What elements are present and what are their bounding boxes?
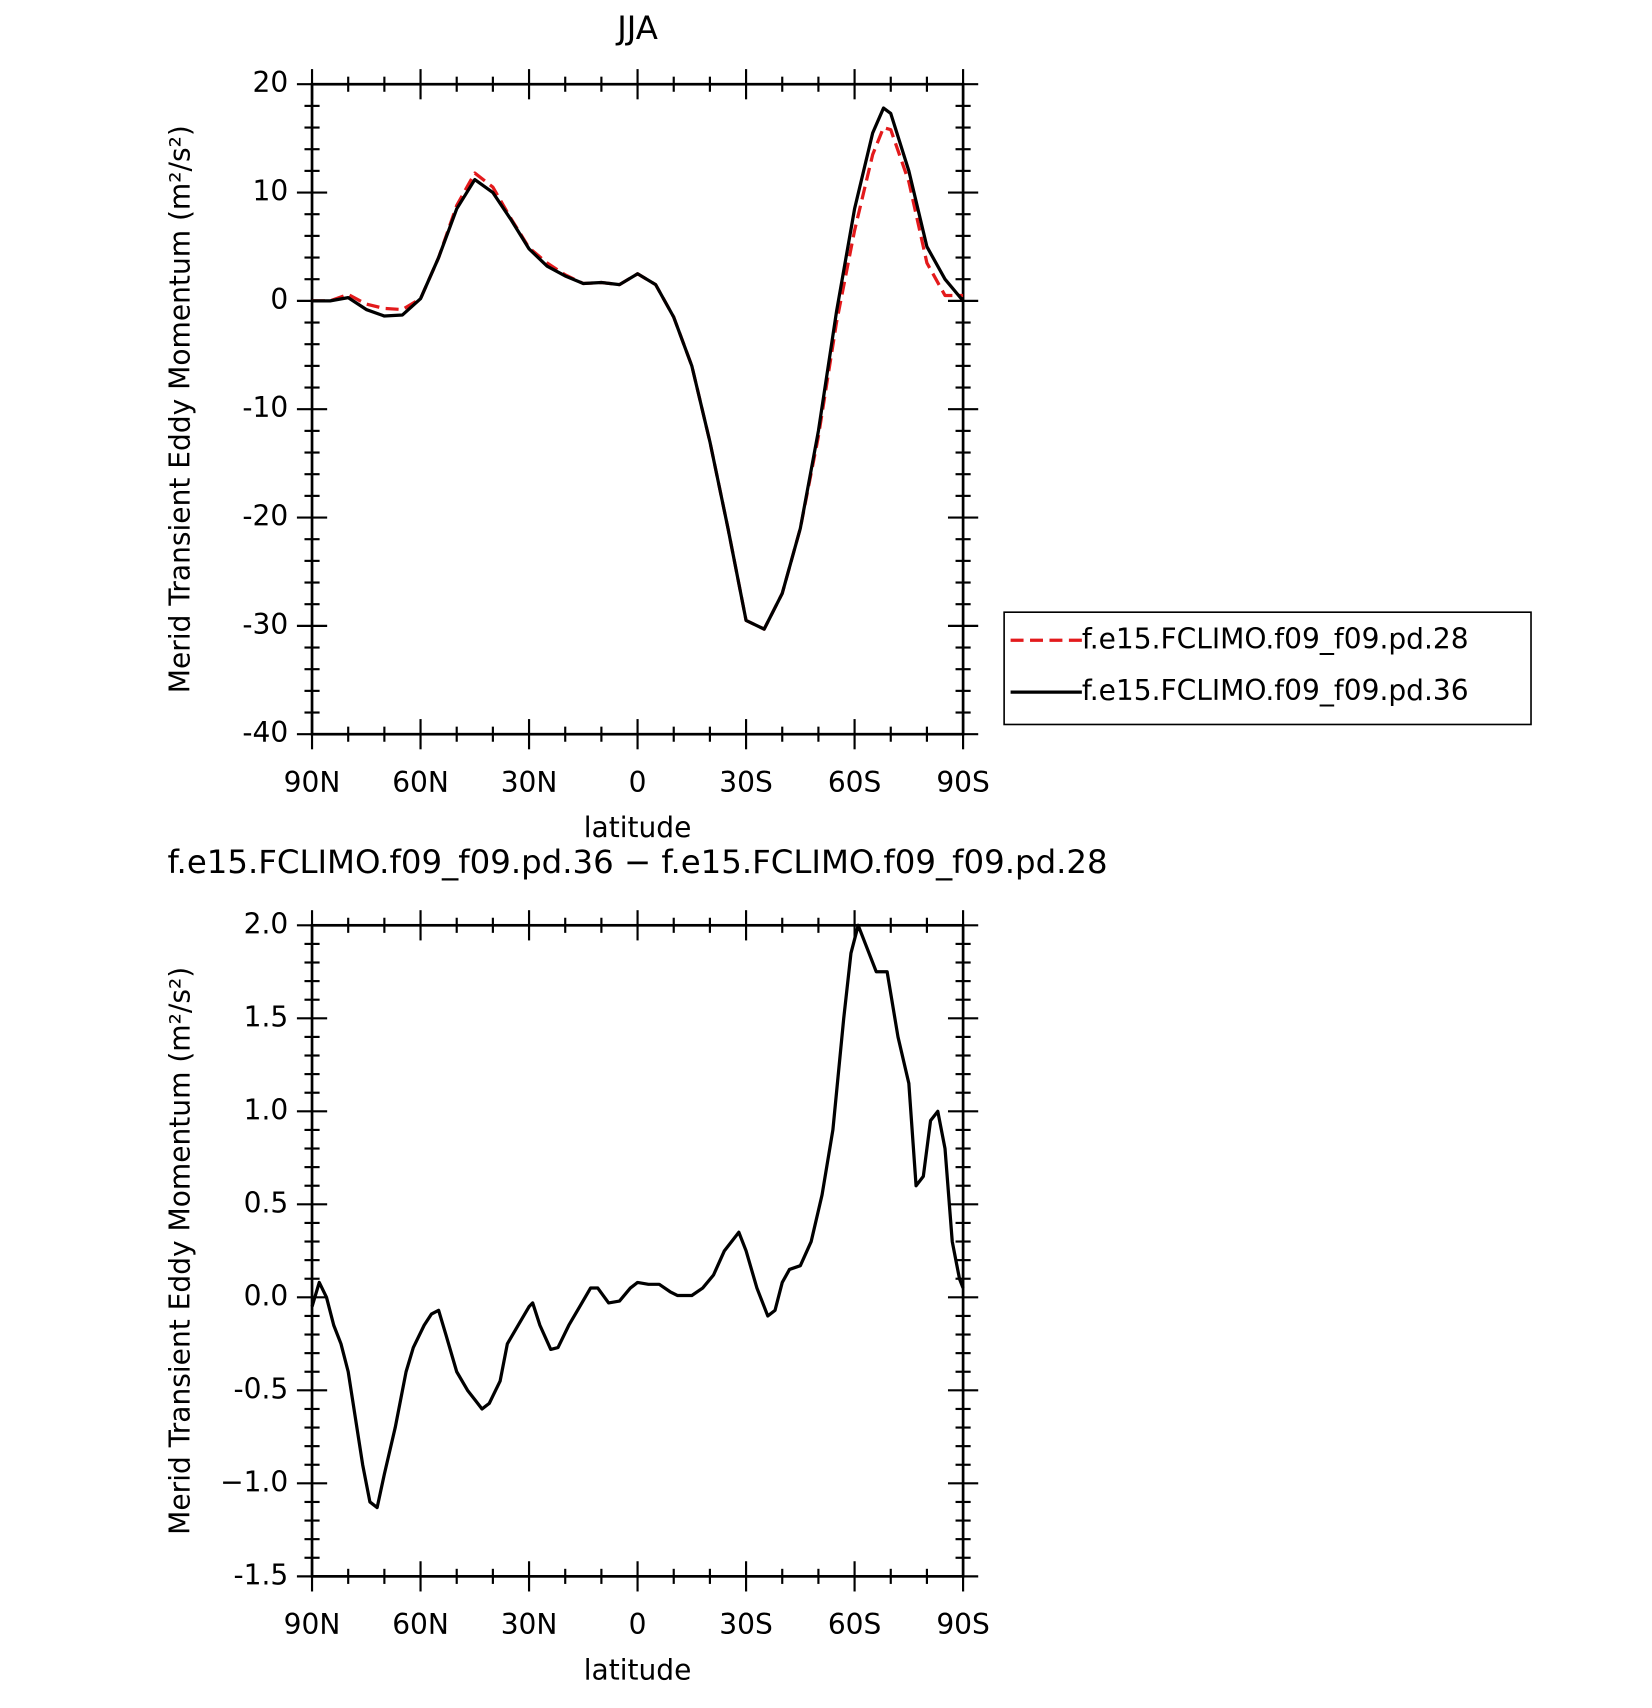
y-tick-label: 10: [253, 175, 289, 208]
y-tick-label: -10: [242, 391, 288, 424]
y-tick-label: 1.5: [244, 1000, 289, 1033]
figure-body: JJA latitude Merid Transient Eddy Momentum…: [163, 9, 1532, 1686]
x-tick-label: 30S: [719, 1608, 773, 1641]
data-line: [310, 923, 965, 1510]
y-tick-label: 0: [270, 283, 288, 316]
x-axis-label: latitude: [584, 811, 692, 844]
x-tick-label: 60S: [828, 766, 882, 799]
y-tick-label: 20: [253, 66, 289, 99]
y-tick-label: 2.0: [244, 907, 289, 940]
x-tick-label: 90S: [936, 1608, 990, 1641]
x-tick-label: 90S: [936, 766, 990, 799]
legend-label: f.e15.FCLIMO.f09_f09.pd.36: [1082, 674, 1469, 707]
y-tick-label: 0.0: [244, 1279, 289, 1312]
y-axis-label: Merid Transient Eddy Momentum (m²/s²): [163, 125, 196, 693]
y-tick-label: -1.5: [234, 1558, 289, 1591]
x-tick-label: 60S: [828, 1608, 882, 1641]
x-tick-label: 0: [629, 766, 647, 799]
x-tick-label: 90N: [284, 766, 341, 799]
plot-frame: [310, 82, 965, 736]
x-tick-label: 30N: [501, 766, 558, 799]
x-tick-label: 30N: [501, 1608, 558, 1641]
y-tick-label: 0.5: [244, 1186, 289, 1219]
chart-title: f.e15.FCLIMO.f09_f09.pd.36 − f.e15.FCLIM…: [168, 843, 1108, 881]
x-tick-label: 30S: [719, 766, 773, 799]
y-tick-label: −1.0: [220, 1465, 288, 1498]
data-line: [312, 106, 965, 631]
y-tick-label: -40: [242, 716, 288, 749]
x-tick-label: 90N: [284, 1608, 341, 1641]
plot-frame: [310, 923, 965, 1578]
x-tick-label: 0: [629, 1608, 647, 1641]
y-tick-label: 1.0: [244, 1093, 289, 1126]
y-axis-label: Merid Transient Eddy Momentum (m²/s²): [163, 967, 196, 1535]
x-tick-label: 60N: [392, 1608, 449, 1641]
y-tick-label: -30: [242, 608, 288, 641]
legend-label: f.e15.FCLIMO.f09_f09.pd.28: [1082, 622, 1469, 655]
x-axis-label: latitude: [584, 1653, 692, 1686]
x-tick-label: 60N: [392, 766, 449, 799]
y-tick-label: -0.5: [234, 1372, 289, 1405]
chart-title: JJA: [615, 9, 658, 47]
y-tick-label: -20: [242, 500, 288, 533]
data-line: [312, 125, 964, 631]
legend-box: [1003, 611, 1532, 726]
